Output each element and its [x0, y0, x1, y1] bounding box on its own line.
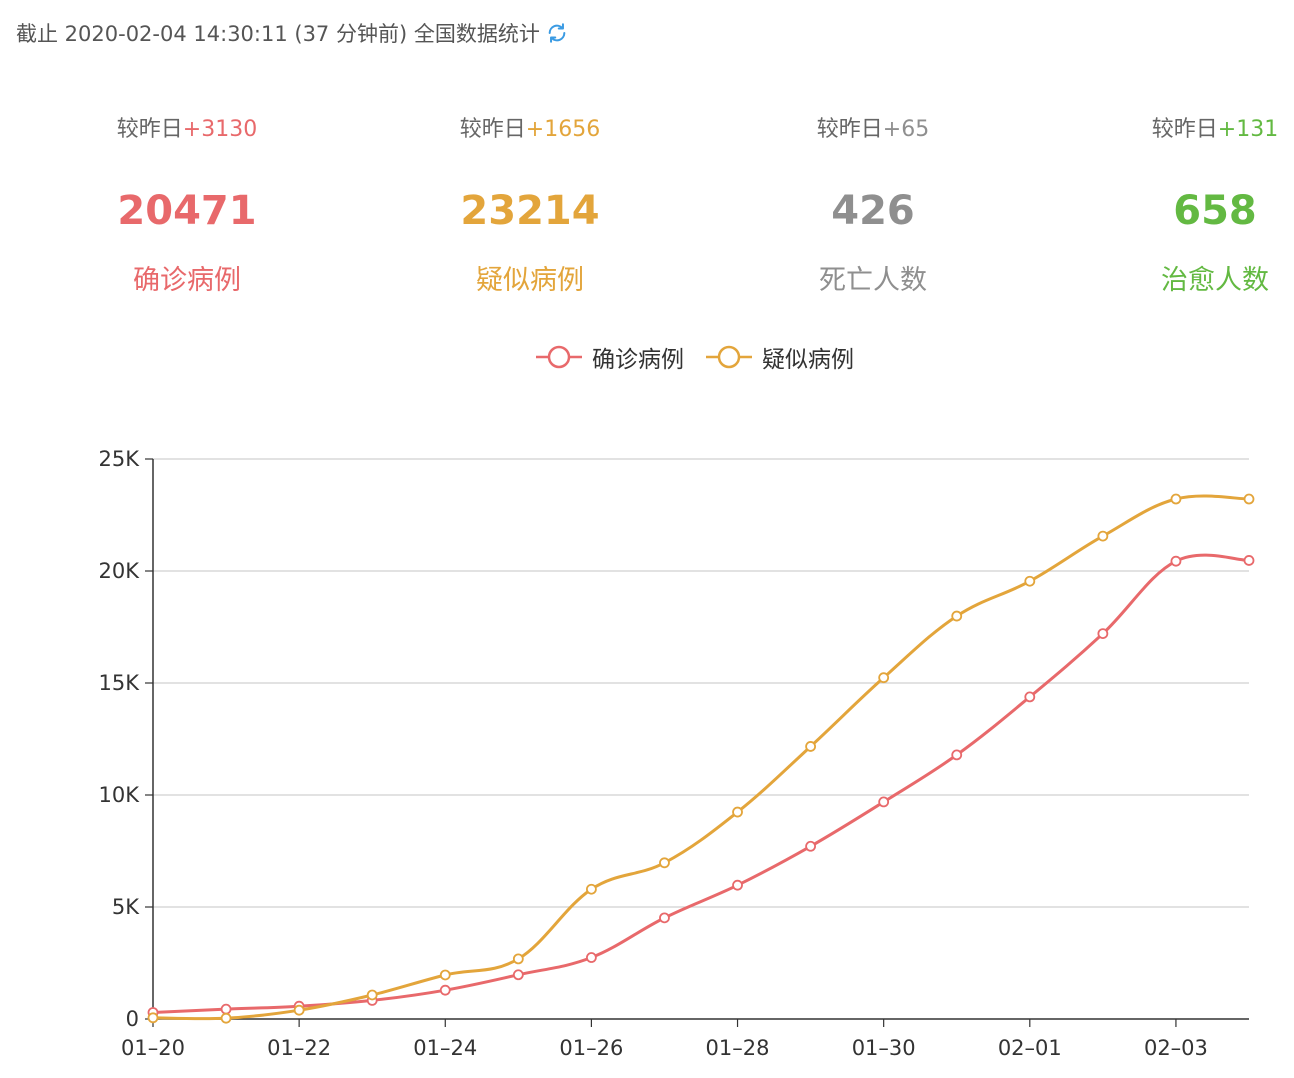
stat-label: 确诊病例: [133, 265, 241, 296]
delta-label: 较昨日: [816, 117, 883, 142]
stat-recovered: 较昨日+131 658 治愈人数: [1085, 112, 1294, 298]
delta-value: +1656: [525, 117, 601, 142]
data-point-1-3: [366, 989, 378, 1001]
stat-suspected: 较昨日+1656 23214 疑似病例: [400, 112, 660, 298]
data-point-0-13: [1097, 628, 1109, 640]
x-tick-label: 01–22: [267, 1036, 331, 1060]
data-point-0-6: [586, 952, 597, 963]
data-point-0-7: [659, 912, 670, 924]
stat-label: 疑似病例: [476, 265, 584, 296]
stat-delta: 较昨日+131: [1085, 112, 1294, 148]
y-tick-label: 25K: [99, 447, 141, 471]
data-point-0-14: [1170, 555, 1182, 567]
data-point-1-15: [1243, 493, 1255, 505]
data-point-1-4: [439, 969, 451, 981]
data-point-1-10: [878, 672, 890, 684]
y-tick-label: 5K: [112, 895, 140, 919]
delta-value: +65: [882, 117, 930, 142]
stats-panel: 较昨日+3130 20471 确诊病例 较昨日+1656 23214 疑似病例 …: [0, 112, 1294, 322]
data-point-0-11: [951, 749, 963, 761]
x-tick-label: 01–24: [413, 1036, 477, 1060]
data-point-1-0: [147, 1012, 159, 1024]
chart-legend: 确诊病例 疑似病例: [534, 340, 874, 374]
header-text: 截止 2020-02-04 14:30:11 (37 分钟前) 全国数据统计: [16, 22, 540, 46]
delta-label: 较昨日: [459, 117, 526, 142]
data-point-1-9: [805, 741, 816, 752]
x-tick-label: 01–20: [121, 1036, 185, 1060]
data-point-1-5: [512, 953, 524, 965]
series-line-0: [152, 553, 1250, 1014]
stat-label: 死亡人数: [819, 265, 927, 296]
x-tick-label: 02–01: [998, 1036, 1062, 1060]
data-point-1-8: [732, 806, 743, 818]
delta-value: +131: [1217, 117, 1279, 142]
data-point-1-11: [951, 610, 963, 622]
data-point-1-12: [1024, 575, 1036, 587]
data-point-1-1: [220, 1012, 232, 1024]
stat-deaths: 较昨日+65 426 死亡人数: [743, 112, 1003, 298]
stat-value: 426: [831, 188, 915, 234]
data-point-0-9: [805, 840, 816, 852]
data-point-1-2: [293, 1004, 305, 1016]
stat-value: 20471: [117, 188, 257, 234]
refresh-icon[interactable]: [546, 22, 568, 44]
legend-marker-icon: [706, 345, 752, 369]
x-tick-label: 02–03: [1144, 1036, 1208, 1060]
data-point-1-13: [1097, 530, 1109, 542]
stat-value: 23214: [460, 188, 600, 234]
data-point-1-14: [1170, 493, 1182, 505]
data-point-1-7: [659, 857, 670, 869]
y-tick-label: 15K: [99, 671, 141, 695]
delta-label: 较昨日: [1151, 117, 1218, 142]
stat-confirmed: 较昨日+3130 20471 确诊病例: [57, 112, 317, 298]
y-tick-label: 20K: [99, 559, 141, 583]
legend-item-confirmed[interactable]: 确诊病例: [534, 340, 684, 374]
legend-label: 疑似病例: [762, 347, 854, 373]
stat-delta: 较昨日+65: [743, 112, 1003, 148]
x-tick-label: 01–26: [559, 1036, 623, 1060]
data-point-0-4: [439, 984, 451, 996]
stat-value: 658: [1173, 188, 1257, 234]
x-tick-label: 01–30: [852, 1036, 916, 1060]
data-point-0-12: [1024, 691, 1036, 703]
stat-delta: 较昨日+1656: [400, 112, 660, 148]
data-point-0-1: [220, 1003, 232, 1015]
data-point-0-8: [732, 879, 743, 891]
legend-marker-icon: [536, 345, 582, 369]
delta-value: +3130: [182, 117, 258, 142]
legend-label: 确诊病例: [592, 347, 684, 373]
series-line-1: [152, 494, 1250, 1021]
x-tick-label: 01–28: [706, 1036, 770, 1060]
y-tick-label: 10K: [99, 783, 141, 807]
data-point-0-5: [512, 969, 524, 981]
delta-label: 较昨日: [116, 117, 183, 142]
data-point-0-15: [1243, 555, 1255, 566]
header-bar: 截止 2020-02-04 14:30:11 (37 分钟前) 全国数据统计: [16, 18, 568, 48]
legend-item-suspected[interactable]: 疑似病例: [704, 340, 854, 374]
stat-delta: 较昨日+3130: [57, 112, 317, 148]
data-point-0-10: [878, 796, 890, 808]
stat-label: 治愈人数: [1161, 265, 1269, 296]
data-point-1-6: [586, 883, 597, 895]
y-tick-label: 0: [126, 1007, 139, 1031]
